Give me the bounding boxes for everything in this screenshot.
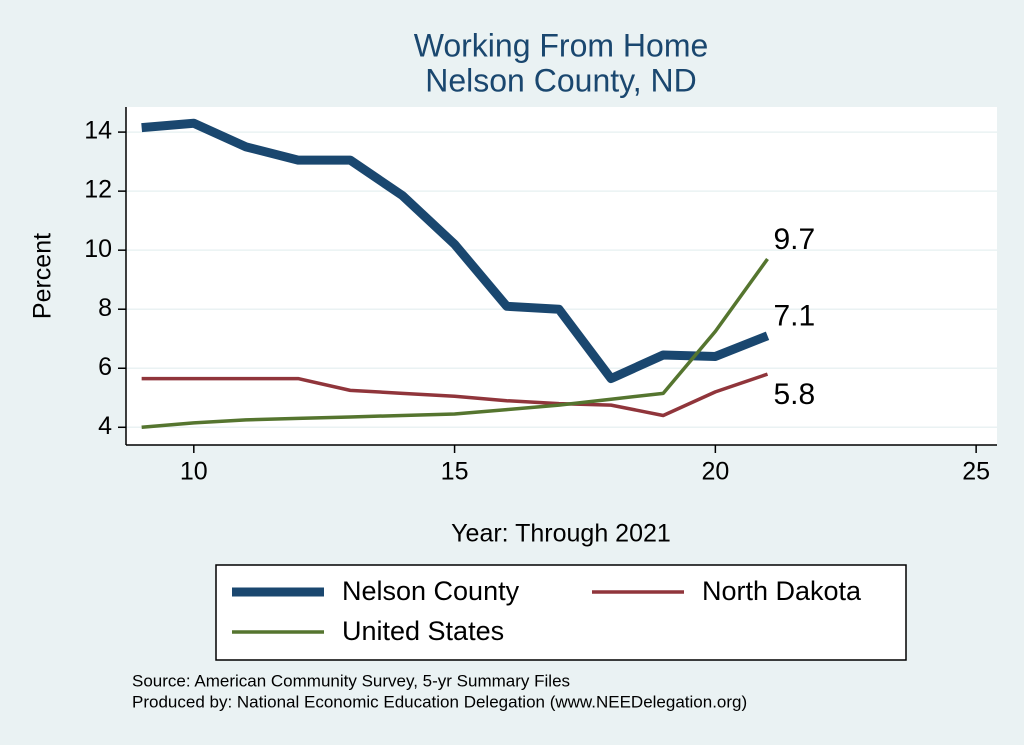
legend-label: North Dakota (702, 576, 862, 606)
y-tick-label: 4 (98, 412, 112, 440)
series-line (141, 258, 769, 430)
note: Source: American Community Survey, 5-yr … (132, 671, 570, 690)
x-tick-label: 10 (180, 458, 208, 486)
end-label: 5.8 (774, 378, 816, 411)
y-tick-label: 6 (98, 353, 112, 381)
y-axis-label: Percent (29, 233, 57, 319)
series-line (141, 372, 769, 418)
y-tick-label: 12 (84, 176, 112, 204)
y-tick-label: 10 (84, 235, 112, 263)
x-axis-label: Year: Through 2021 (451, 520, 671, 548)
y-tick-label: 14 (84, 117, 112, 145)
series-line (141, 118, 770, 384)
x-tick-label: 15 (441, 458, 469, 486)
y-tick-label: 8 (98, 294, 112, 322)
x-tick-label: 25 (962, 458, 990, 486)
end-label: 9.7 (774, 223, 816, 256)
legend-label: United States (342, 616, 504, 646)
chart-title: Working From Home (414, 27, 709, 63)
note: Produced by: National Economic Education… (132, 692, 747, 711)
legend (215, 564, 907, 661)
x-tick-label: 20 (701, 458, 729, 486)
legend-label: Nelson County (342, 576, 520, 606)
end-label: 7.1 (774, 300, 816, 333)
plot-area (126, 107, 997, 445)
chart-title: Nelson County, ND (425, 62, 697, 98)
